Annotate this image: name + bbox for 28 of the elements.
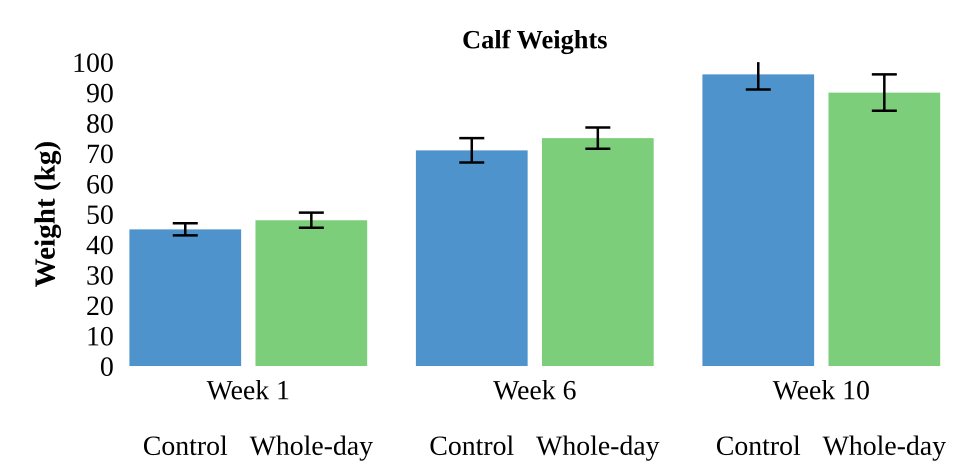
bar	[255, 220, 368, 366]
text: Control	[716, 436, 800, 456]
x-tick-label: Week 10	[772, 380, 869, 400]
y-tick-label: 60	[87, 174, 113, 194]
text: Control	[144, 436, 228, 456]
y-tick-label: 30	[87, 266, 113, 285]
text: Whole-day	[536, 436, 660, 461]
chart-title: Calf Weights	[463, 30, 607, 54]
bar	[129, 229, 242, 366]
text: Control	[430, 436, 514, 456]
y-tick-label: 20	[87, 296, 113, 316]
x-tick-label: Week 1	[206, 380, 288, 400]
y-tick-label: 100	[74, 53, 113, 72]
y-tick-label: 40	[86, 236, 113, 254]
y-tick-label: 10	[88, 326, 113, 346]
y-tick-label: 80	[87, 114, 113, 133]
bar	[416, 150, 528, 366]
bar	[542, 138, 654, 366]
text: Whole-day	[250, 436, 373, 461]
x-tick-label: Week 6	[493, 380, 576, 400]
y-tick-label: 70	[88, 144, 113, 164]
bar	[702, 74, 814, 366]
text: Whole-day	[822, 436, 946, 461]
y-tick-label: 90	[86, 84, 113, 102]
bar	[828, 92, 940, 366]
y-axis-title: Weight (kg)	[34, 142, 62, 288]
y-tick-label: 0	[100, 357, 113, 376]
y-tick-label: 50	[88, 205, 113, 224]
